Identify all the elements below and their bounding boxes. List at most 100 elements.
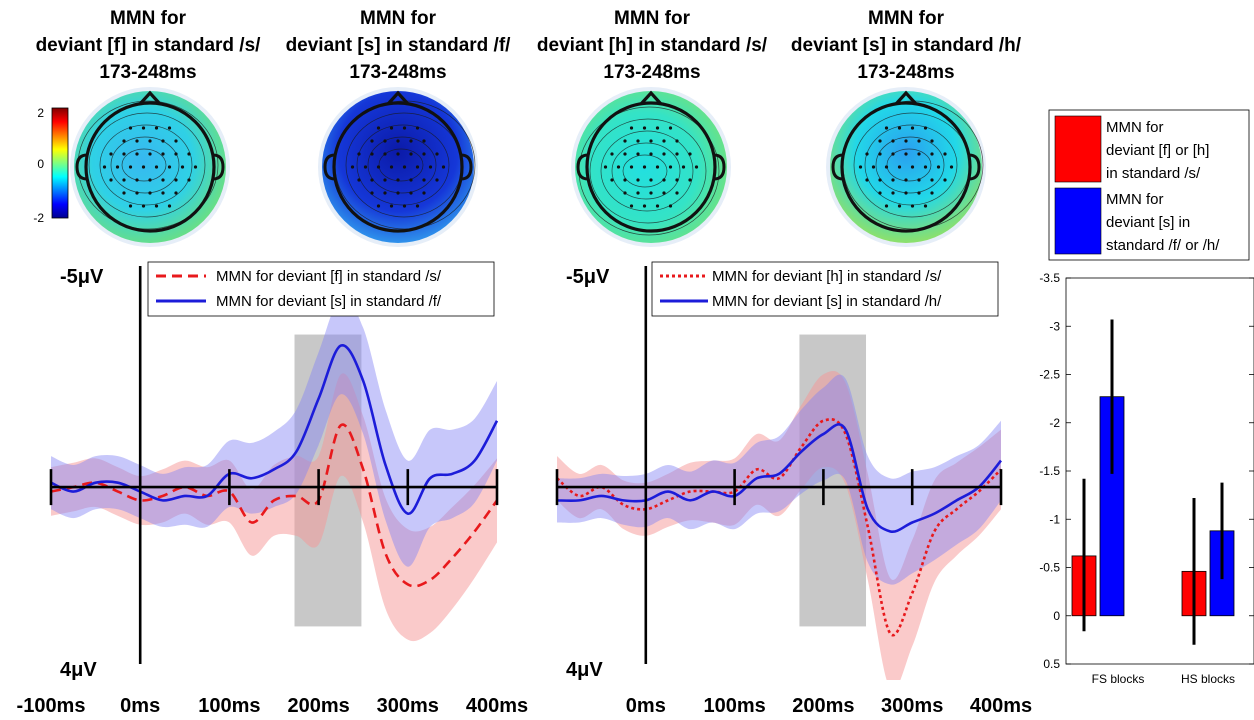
topo-contour (611, 142, 681, 200)
electrode (623, 152, 627, 156)
topo-map-2 (318, 87, 478, 247)
ci-band-red (557, 371, 1001, 680)
ci-band-red (51, 373, 497, 642)
topo-contour (864, 124, 958, 206)
electrode (936, 165, 941, 169)
topo-field (830, 91, 982, 243)
axis-label-top: -5μV (60, 266, 104, 288)
colorbar-gradient (51, 107, 69, 219)
head-outline (332, 101, 464, 233)
legend-label-s-in-f: MMN for deviant [s] in standard /f/ (216, 293, 442, 310)
x-tick-label: 300ms (377, 695, 439, 717)
electrode (141, 126, 146, 130)
electrode (187, 152, 191, 156)
topo-contour (875, 136, 945, 194)
topo-title-2-line2: deviant [s] in standard /f/ (286, 35, 512, 56)
electrode (642, 204, 647, 208)
x-tick-label: 200ms (287, 695, 349, 717)
electrode (370, 139, 374, 143)
electrode (662, 139, 666, 143)
electrode (662, 191, 666, 195)
topo-title-2-line1: MMN for (360, 8, 437, 29)
electrode (435, 152, 439, 156)
bar-chart: -3.5 -3 -2.5 -2 -1.5 -1 -0.5 0 0.5 FS blocks HS … (1039, 109, 1254, 686)
bar-y-tick-label: -1 (1049, 512, 1060, 526)
electrode (897, 204, 902, 208)
topo-contour (121, 148, 167, 182)
electrode (128, 126, 133, 130)
electrode (370, 191, 374, 195)
electrode (128, 204, 133, 208)
electrode (910, 165, 915, 169)
electrode (878, 178, 882, 182)
colorbar-tick-mid: 0 (37, 157, 44, 171)
electrode (383, 152, 387, 156)
electrode (396, 191, 400, 195)
electrode (910, 204, 915, 208)
electrode (396, 139, 400, 143)
electrode (649, 178, 653, 182)
topo-title-3-line1: MMN for (614, 8, 691, 29)
head-outline (840, 101, 972, 233)
electrode (409, 152, 413, 156)
nose (639, 90, 663, 106)
electrode (376, 165, 381, 169)
electrode (904, 191, 908, 195)
topo-contour (88, 112, 206, 218)
topo-contour (99, 124, 193, 206)
ear-left (831, 153, 844, 181)
topo-titles: MMN for deviant [f] in standard /s/ 173-… (36, 8, 1022, 83)
electrode (636, 178, 640, 182)
electrode (122, 152, 126, 156)
electrode (610, 152, 614, 156)
electrode (402, 126, 407, 130)
electrode (675, 152, 679, 156)
erp-line-red (556, 418, 1002, 637)
topo-contour (110, 136, 180, 194)
bar-legend-swatch-blue (1054, 187, 1102, 255)
topo-field (74, 91, 226, 243)
nose (138, 90, 162, 106)
electrode (904, 152, 908, 156)
bar-y-tick-label: -2.5 (1039, 368, 1060, 382)
electrode (122, 191, 126, 195)
bar-legend-blue-line3: standard /f/ or /h/ (1106, 237, 1220, 254)
electrode (141, 165, 146, 169)
electrode (891, 139, 895, 143)
electrode (389, 204, 394, 208)
electrode (917, 178, 921, 182)
electrode (174, 178, 178, 182)
x-tick-label: -100ms (17, 695, 86, 717)
topo-contour (378, 148, 424, 182)
electrode (623, 178, 627, 182)
topo-title-4-line3: 173-248ms (857, 62, 954, 83)
ear-left (75, 153, 88, 181)
electrode (623, 139, 627, 143)
topo-contour (600, 130, 694, 212)
electrode (655, 165, 660, 169)
electrode (415, 204, 420, 208)
electrode (135, 139, 139, 143)
electrode (422, 139, 426, 143)
electrode (858, 165, 863, 169)
electrode (865, 152, 869, 156)
erp-panel-left: -5μV 4μV -100ms 0ms 100ms 200ms 300ms 400ms M… (17, 261, 528, 717)
electrode (409, 178, 413, 182)
electrode (148, 178, 152, 182)
erp-line-red (50, 423, 498, 588)
electrode (910, 126, 915, 130)
electrode (383, 139, 387, 143)
electrode (655, 204, 660, 208)
electrode (441, 165, 446, 169)
electrode (891, 191, 895, 195)
electrode (681, 165, 686, 169)
bar-y-tick-label: -1.5 (1039, 464, 1060, 478)
electrode (389, 126, 394, 130)
bar-y-tick-label: -3.5 (1039, 271, 1060, 285)
bar-legend-blue-line2: deviant [s] in (1106, 214, 1190, 231)
electrode (904, 139, 908, 143)
electrode (161, 139, 165, 143)
topo-field (322, 91, 474, 243)
electrode (409, 191, 413, 195)
topo-contour (886, 148, 932, 182)
